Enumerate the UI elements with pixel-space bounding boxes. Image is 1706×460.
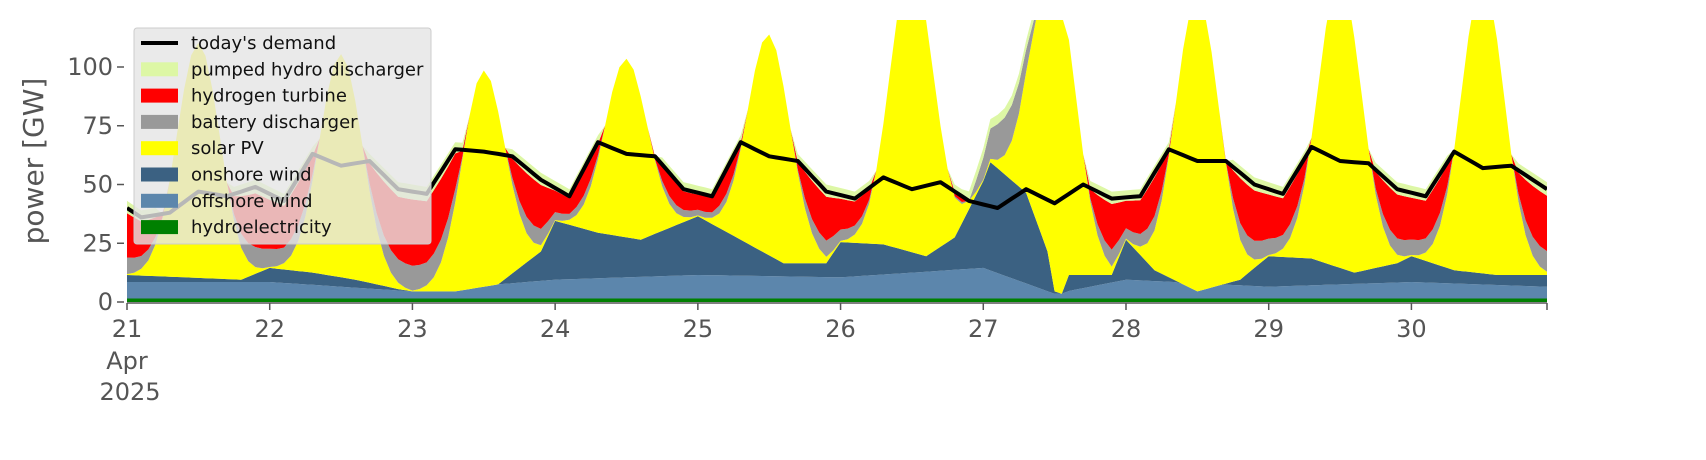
y-tick-label: 75 [82, 112, 113, 140]
legend-box [133, 27, 432, 245]
legend-label: today's demand [191, 33, 336, 54]
legend-patch [141, 193, 178, 208]
legend-label: pumped hydro discharger [191, 59, 424, 80]
legend: today's demand pumped hydro discharger hyd… [133, 27, 432, 245]
axes: 0 25 50 75 100 21 22 23 24 25 26 27 28 29 30 Apr 2025 [67, 53, 1548, 406]
y-tick-label: 0 [98, 288, 113, 316]
x-tick-label: 29 [1253, 315, 1284, 343]
legend-patch [141, 167, 178, 182]
legend-label: onshore wind [191, 165, 312, 186]
y-tick-label: 100 [67, 53, 113, 81]
area-hydroelectricity [127, 298, 1547, 302]
x-tick-label: 22 [254, 315, 285, 343]
legend-label: solar PV [191, 138, 264, 159]
area-solar-pv [127, 20, 1547, 294]
area-offshore-wind [127, 267, 1547, 299]
x-tick-label: 27 [968, 315, 999, 343]
legend-label: offshore wind [191, 191, 313, 212]
x-tick-sublabel: Apr [106, 347, 148, 375]
x-tick-label: 30 [1396, 315, 1427, 343]
y-tick-label: 50 [82, 171, 113, 199]
y-tick-label: 25 [82, 229, 113, 257]
legend-label: hydroelectricity [191, 217, 332, 238]
legend-patch [141, 62, 178, 77]
x-tick-label: 26 [825, 315, 856, 343]
x-tick-label: 23 [397, 315, 428, 343]
area-battery-discharger [127, 20, 1547, 291]
legend-patch [141, 220, 178, 235]
legend-patch [141, 114, 178, 129]
x-tick-label: 21 [112, 315, 143, 343]
x-tick-label: 24 [540, 315, 571, 343]
x-tick-label: 28 [1111, 315, 1142, 343]
area-onshore-wind [127, 162, 1547, 294]
x-tick-label: 25 [683, 315, 714, 343]
x-tick-sublabel: 2025 [99, 378, 160, 406]
legend-label: hydrogen turbine [191, 86, 347, 107]
legend-label: battery discharger [191, 112, 358, 133]
legend-patch [141, 88, 178, 103]
legend-patch [141, 141, 178, 156]
y-axis-label: power [GW] [17, 78, 50, 245]
